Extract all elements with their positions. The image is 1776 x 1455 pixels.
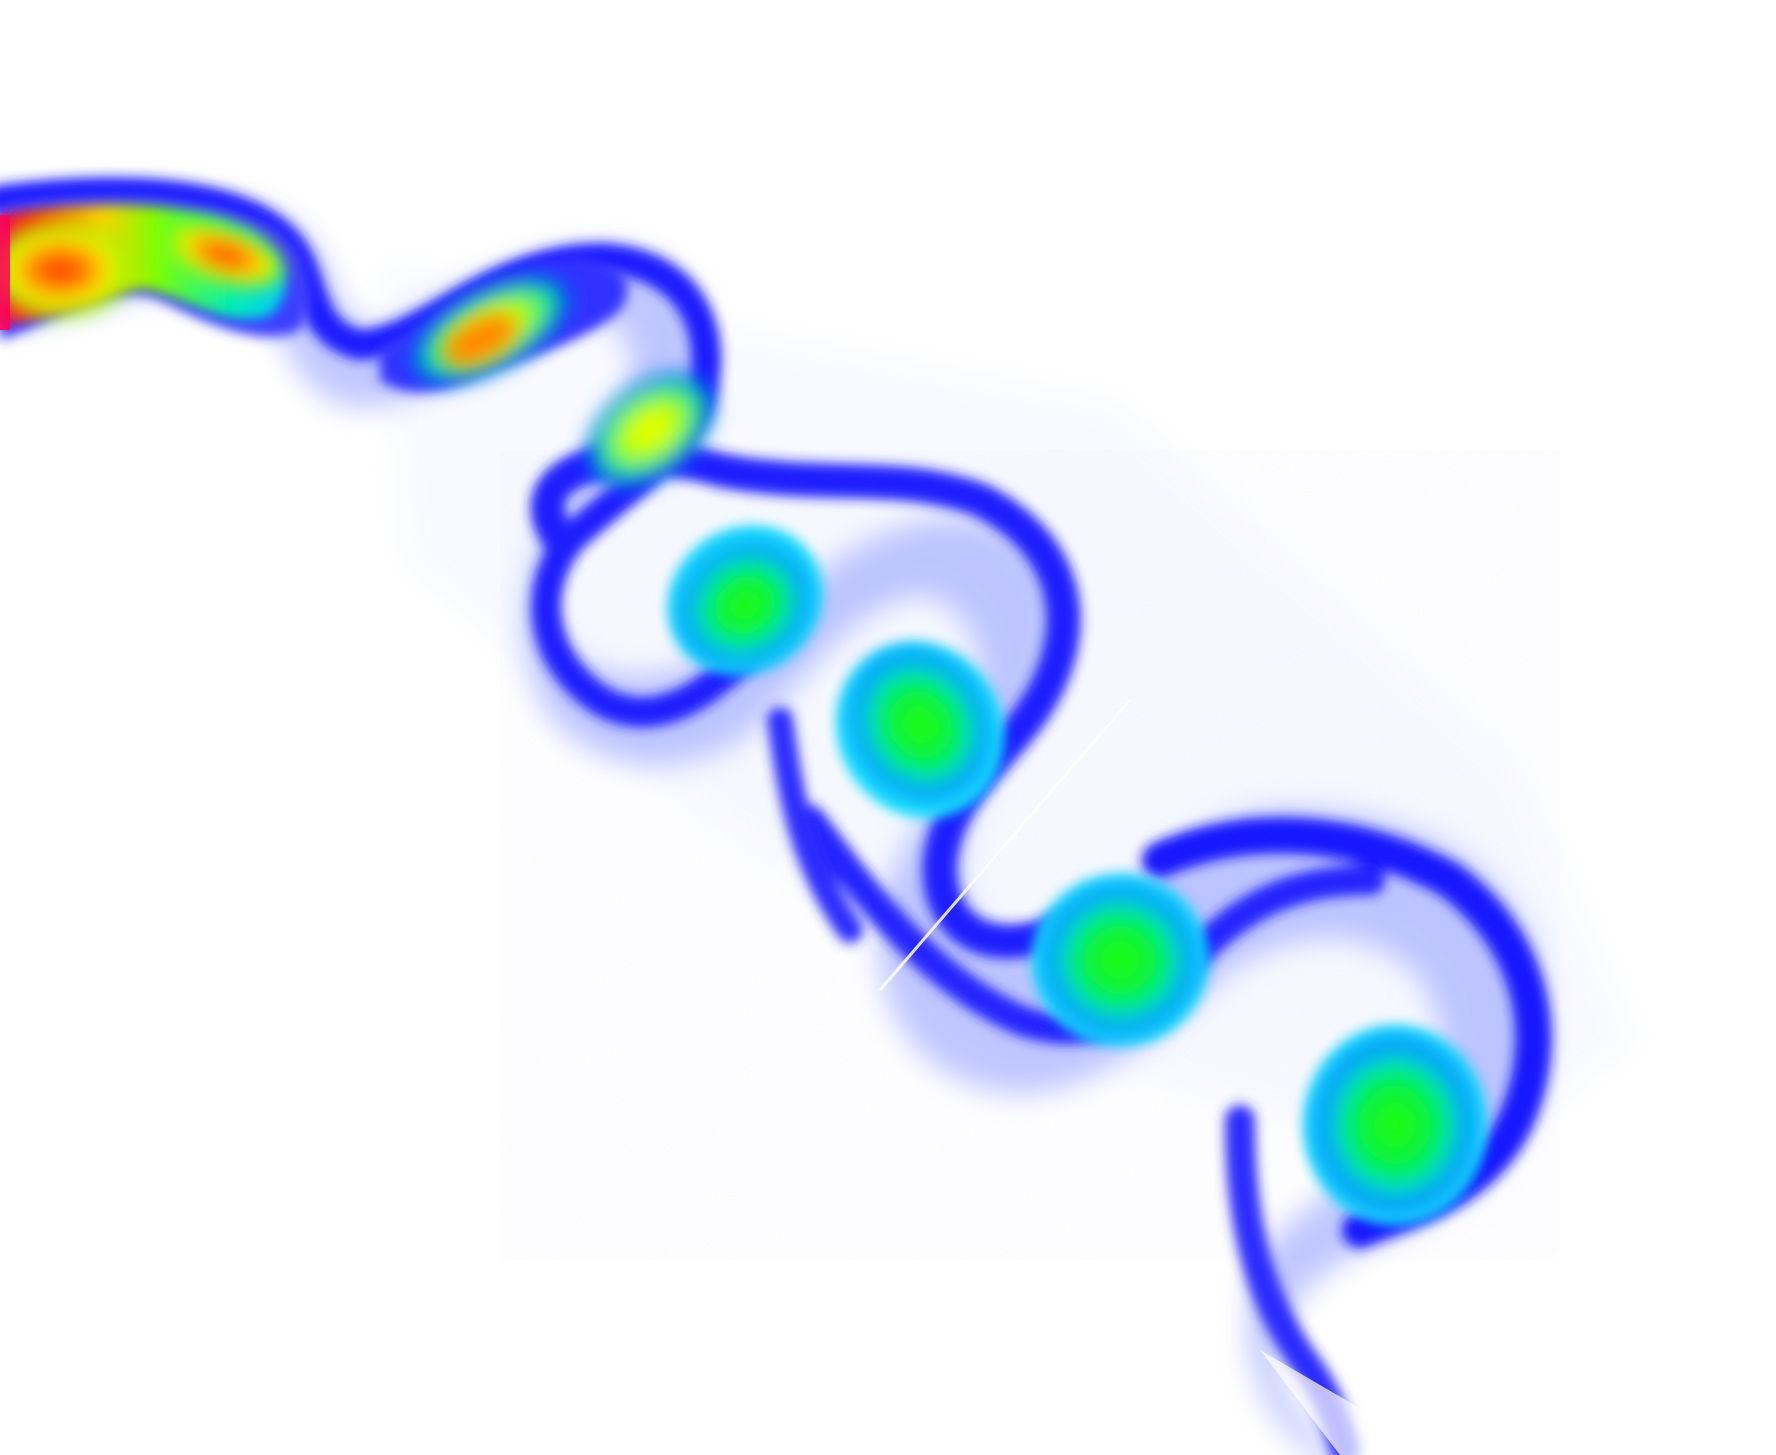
vortex-core-1 <box>586 372 714 488</box>
tail-cutout <box>1260 1350 1400 1455</box>
speckle-texture <box>500 450 1560 1260</box>
shed-vortex-upper <box>380 257 628 392</box>
inlet-jet <box>0 195 310 340</box>
seam-lines <box>878 699 1612 1455</box>
